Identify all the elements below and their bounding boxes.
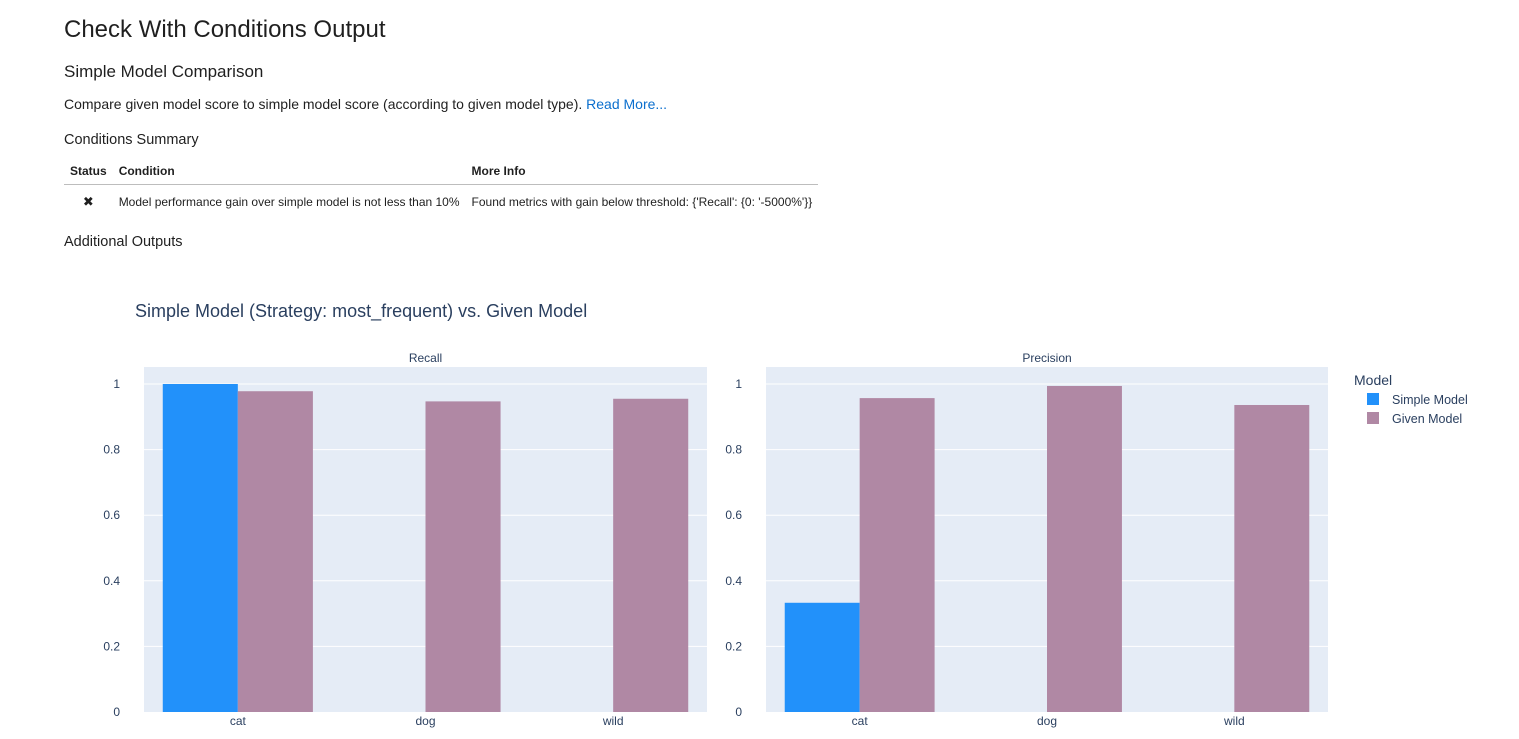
- y-tick-label: 0.8: [103, 443, 120, 457]
- subplot-recall: 0 0.2 0.4 0.6 0.8 1 Recall cat dog wild: [103, 351, 707, 728]
- conditions-summary-heading: Conditions Summary: [64, 132, 199, 148]
- condition-cell: Model performance gain over simple model…: [118, 195, 460, 209]
- bar-recall-dog-given-model[interactable]: [425, 401, 501, 712]
- y-tick-label: 1: [113, 377, 120, 391]
- legend-swatch-simple-model: [1367, 393, 1379, 405]
- bar-precision-dog-given-model[interactable]: [1047, 385, 1122, 712]
- subplot-precision: 0 0.2 0.4 0.6 0.8 1 Precision cat dog wild: [725, 351, 1328, 728]
- conditions-table: Status Condition More Info ✖ Model perfo…: [64, 160, 819, 217]
- status-fail-icon: ✖: [82, 194, 94, 209]
- check-description: Compare given model score to simple mode…: [64, 96, 667, 112]
- subplot-title-precision: Precision: [1022, 351, 1071, 365]
- description-text: Compare given model score to simple mode…: [64, 96, 583, 112]
- y-tick-label: 0.6: [103, 508, 120, 522]
- additional-outputs-heading: Additional Outputs: [64, 234, 183, 250]
- x-tick-label: dog: [415, 714, 435, 728]
- legend-label-given-model: Given Model: [1392, 412, 1462, 426]
- bar-precision-cat-simple-model[interactable]: [784, 602, 860, 712]
- y-tick-label: 0.4: [725, 574, 742, 588]
- bar-recall-cat-simple-model[interactable]: [162, 384, 238, 712]
- chart-legend[interactable]: Model Simple Model Given Model: [1354, 372, 1468, 426]
- y-tick-label: 0.2: [725, 639, 742, 653]
- chart-title: Simple Model (Strategy: most_frequent) v…: [135, 301, 587, 322]
- legend-title: Model: [1354, 372, 1392, 388]
- y-tick-label: 0.4: [103, 574, 120, 588]
- y-tick-label: 0.2: [103, 639, 120, 653]
- bar-recall-cat-given-model[interactable]: [237, 391, 313, 712]
- legend-label-simple-model: Simple Model: [1392, 393, 1468, 407]
- bar-precision-cat-given-model[interactable]: [859, 398, 935, 712]
- column-header-status: Status: [64, 160, 113, 185]
- x-tick-label: cat: [230, 714, 247, 728]
- bar-precision-wild-given-model[interactable]: [1234, 404, 1310, 712]
- y-tick-label: 0.8: [725, 443, 742, 457]
- table-header-row: Status Condition More Info: [64, 160, 819, 185]
- table-row: ✖ Model performance gain over simple mod…: [64, 185, 818, 217]
- page-title: Check With Conditions Output: [64, 16, 386, 43]
- x-tick-label: cat: [852, 714, 869, 728]
- y-tick-label: 1: [735, 377, 742, 391]
- y-tick-label: 0: [113, 705, 120, 719]
- check-name: Simple Model Comparison: [64, 62, 264, 81]
- x-tick-label: dog: [1037, 714, 1057, 728]
- bar-recall-wild-given-model[interactable]: [613, 398, 689, 712]
- x-tick-label: wild: [1223, 714, 1245, 728]
- legend-item-given-model[interactable]: Given Model: [1367, 412, 1462, 426]
- column-header-more-info: More Info: [465, 160, 819, 185]
- more-info-cell: Found metrics with gain below threshold:…: [471, 195, 813, 209]
- subplot-title-recall: Recall: [409, 351, 442, 365]
- column-header-condition: Condition: [112, 160, 466, 185]
- y-tick-label: 0: [735, 705, 742, 719]
- y-tick-label: 0.6: [725, 508, 742, 522]
- legend-item-simple-model[interactable]: Simple Model: [1367, 393, 1468, 407]
- x-tick-label: wild: [602, 714, 624, 728]
- legend-swatch-given-model: [1367, 412, 1379, 424]
- read-more-link[interactable]: Read More...: [586, 96, 668, 112]
